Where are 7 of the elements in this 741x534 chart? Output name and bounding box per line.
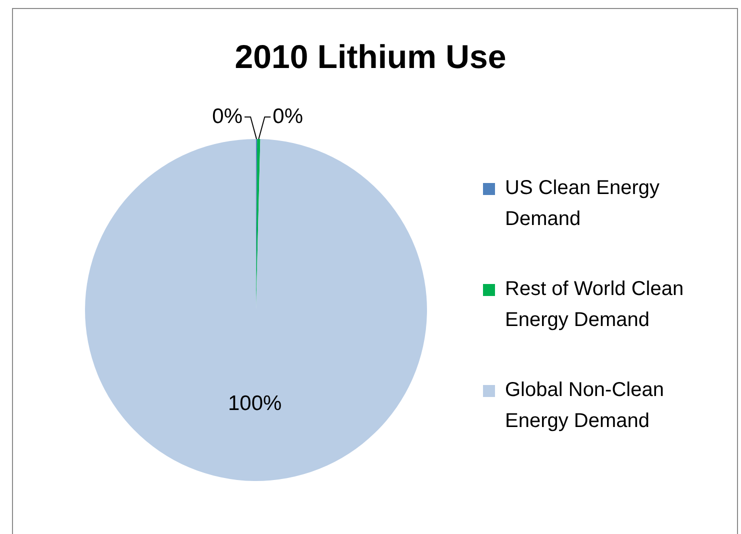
data-label: 0% xyxy=(212,104,243,128)
data-label: 100% xyxy=(228,392,282,415)
legend-label: US Clean Energy Demand xyxy=(505,176,661,232)
legend-label: Rest of World Clean Energy Demand xyxy=(505,277,685,333)
chart-title: 2010 Lithium Use xyxy=(234,38,508,76)
legend-label: Global Non-Clean Energy Demand xyxy=(505,378,665,434)
data-label: 0% xyxy=(272,104,304,128)
